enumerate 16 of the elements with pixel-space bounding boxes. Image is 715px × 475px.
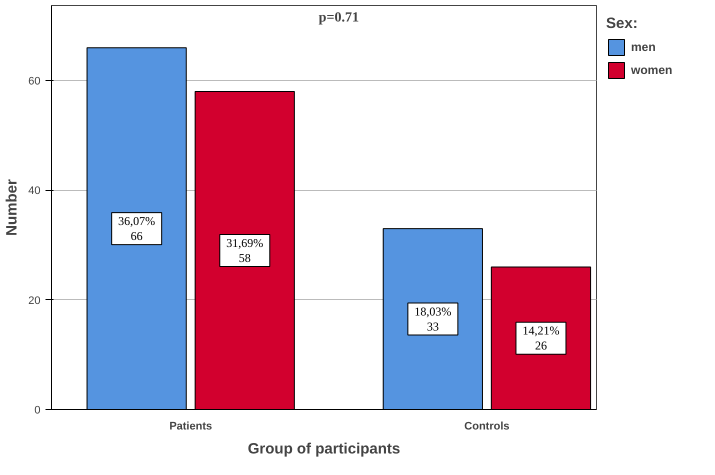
legend-title: Sex: <box>606 15 639 32</box>
x-axis-title: Group of participants <box>248 440 400 458</box>
y-tick-label: 0 <box>34 404 41 416</box>
y-tick-label: 40 <box>28 185 41 198</box>
data-label: 18,03% 33 <box>414 304 452 334</box>
legend-label: men <box>631 40 656 54</box>
y-tick-label: 60 <box>28 76 41 88</box>
x-tick-label: Patients <box>169 420 212 432</box>
data-label: 31,69% 58 <box>226 236 264 266</box>
data-label: 14,21% 26 <box>522 324 560 353</box>
annotation: p=0.71 <box>318 10 359 26</box>
y-axis-title: Number <box>3 179 20 236</box>
data-label: 36,07% 66 <box>118 214 156 244</box>
legend-label: women <box>631 63 672 77</box>
x-tick-label: Controls <box>464 420 510 432</box>
y-tick-label: 20 <box>28 294 41 307</box>
